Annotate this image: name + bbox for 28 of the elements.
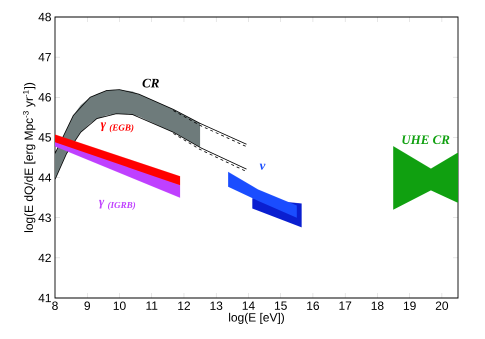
y-tick-label: 43 [38,213,51,222]
x-tick-label: 13 [210,302,222,310]
y-axis-title: log(E dQ/dE [erg Mpc$^{-3}$ yr$^{-1}$]) [22,82,36,232]
y-tick-label: 44 [38,173,52,182]
y-tick-label: 47 [38,53,51,62]
x-tick-label: 18 [372,302,384,310]
x-tick-label: 12 [178,302,190,310]
x-tick-label: 16 [307,302,320,310]
y-tick-label: 48 [38,12,51,22]
x-tick-label: 15 [274,302,287,310]
series-label: UHE CR [402,135,450,144]
series-label: γ $_{(IGRB)}$ [98,200,136,210]
y-tick-label: 45 [38,133,51,142]
x-tick-label: 20 [436,302,448,310]
series-label: ν [260,164,266,170]
x-tick-label: 10 [114,302,126,310]
x-tick-label: 11 [146,302,158,310]
series-label: γ $_{(EGB)}$ [100,122,134,132]
series-label: CR [142,78,159,88]
x-tick-label: 8 [52,302,58,310]
y-tick-label: 41 [38,294,51,302]
y-tick-label: 42 [38,254,51,262]
x-tick-label: 19 [404,302,416,310]
x-tick-label: 9 [84,302,90,310]
x-tick-label: 17 [339,302,352,310]
y-tick-label: 46 [38,93,51,102]
x-tick-label: 14 [242,302,255,310]
x-axis-title: log(E [eV]) [229,312,284,324]
